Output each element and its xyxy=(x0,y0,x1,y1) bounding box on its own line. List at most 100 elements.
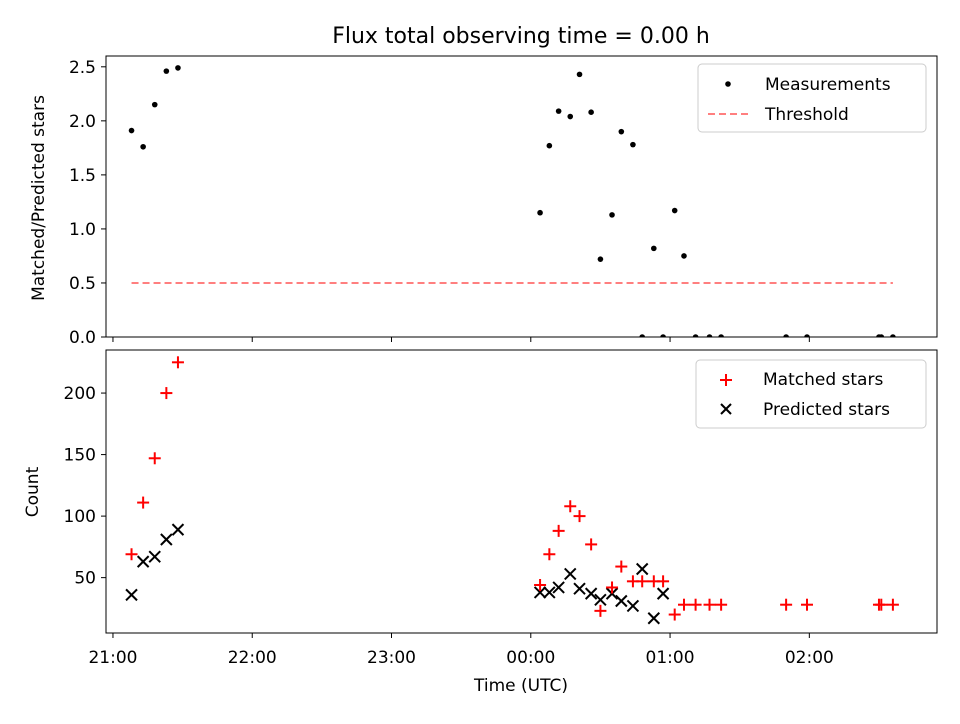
predicted-stars-point xyxy=(635,562,649,576)
matched-stars-point xyxy=(668,608,681,621)
legend-measurements-label: Measurements xyxy=(765,75,891,95)
measurement-point xyxy=(706,334,713,337)
matched-stars-point xyxy=(137,496,150,509)
measurement-point xyxy=(537,209,543,216)
predicted-stars-point xyxy=(171,523,185,536)
legend-matched-marker xyxy=(720,374,732,386)
predicted-stars-point xyxy=(160,533,173,546)
predicted-stars-point xyxy=(573,582,586,595)
measurement-point xyxy=(567,113,574,120)
measurement-point xyxy=(630,141,636,148)
predicted-stars-point xyxy=(552,581,565,594)
bottom-x-tick-label: 02:00 xyxy=(785,648,834,668)
measurement-point xyxy=(783,334,789,337)
measurement-point xyxy=(140,143,146,150)
top-legend: Measurements Threshold xyxy=(697,63,927,133)
measurement-point xyxy=(597,256,604,262)
measurement-point xyxy=(163,68,170,74)
matched-stars-point xyxy=(606,581,619,594)
predicted-stars-point xyxy=(125,588,138,602)
top-legend-box xyxy=(697,63,927,133)
top-y-tick-label: 2.0 xyxy=(69,112,96,132)
measurement-point xyxy=(718,334,724,337)
matched-stars-point xyxy=(703,598,716,611)
matched-stars-point xyxy=(564,500,577,513)
matched-stars-point xyxy=(636,575,649,588)
predicted-stars-point xyxy=(136,555,150,568)
measurement-point xyxy=(639,334,646,337)
bottom-x-tick-label: 00:00 xyxy=(506,648,555,668)
legend-matched-label: Matched stars xyxy=(763,370,883,390)
top-plot-frame xyxy=(105,55,938,338)
bottom-y-tick-label: 200 xyxy=(64,384,96,404)
top-plot-area xyxy=(128,65,896,337)
matched-stars-point xyxy=(148,452,161,465)
predicted-stars-point xyxy=(647,612,661,625)
matched-stars-point xyxy=(689,598,702,611)
predicted-stars-point xyxy=(605,587,619,600)
measurement-point xyxy=(546,142,553,149)
matched-stars-point xyxy=(573,510,586,523)
measurement-point xyxy=(175,65,181,71)
top-y-tick-label: 1.0 xyxy=(69,220,96,240)
predicted-stars-point xyxy=(594,593,607,606)
predicted-stars-point xyxy=(584,587,598,600)
bottom-y-tick-label: 100 xyxy=(64,507,96,527)
matched-stars-point xyxy=(585,538,598,551)
measurement-point xyxy=(151,101,158,108)
bottom-y-tick-label: 50 xyxy=(74,569,96,589)
top-y-tick-label: 2.5 xyxy=(69,58,96,78)
measurement-point xyxy=(609,212,615,218)
measurement-point xyxy=(671,207,678,214)
matched-stars-point xyxy=(171,356,184,369)
predicted-stars-point xyxy=(656,587,670,600)
measurement-point xyxy=(618,128,625,135)
predicted-stars-point xyxy=(669,632,680,633)
matched-stars-point xyxy=(552,524,565,537)
bottom-plot-area xyxy=(125,356,899,633)
matched-stars-point xyxy=(677,598,690,611)
predicted-stars-point xyxy=(615,594,628,608)
matched-stars-point xyxy=(125,548,138,561)
top-y-tick-label: 0.5 xyxy=(69,274,96,294)
matched-stars-point xyxy=(160,387,173,400)
bottom-legend: Matched stars Predicted stars xyxy=(695,359,927,429)
matched-stars-point xyxy=(657,575,670,588)
top-chart-title: Flux total observing time = 0.00 h xyxy=(332,24,710,49)
legend-predicted-label: Predicted stars xyxy=(763,400,890,420)
legend-predicted-marker xyxy=(720,403,732,415)
measurement-point xyxy=(576,71,583,78)
legend-measurements-marker xyxy=(725,81,731,87)
matched-stars-point xyxy=(780,598,793,611)
bottom-x-tick-label: 22:00 xyxy=(228,648,277,668)
top-y-tick-label: 1.5 xyxy=(69,166,96,186)
matched-stars-point xyxy=(534,579,547,592)
matched-stars-point xyxy=(715,598,728,611)
bottom-legend-box xyxy=(695,359,927,429)
top-y-tick-label: 0.0 xyxy=(69,328,96,348)
predicted-stars-point xyxy=(626,599,640,613)
bottom-x-tick-label: 23:00 xyxy=(367,648,416,668)
measurement-point xyxy=(878,334,885,337)
bottom-x-tick-label: 01:00 xyxy=(646,648,695,668)
measurement-point xyxy=(588,109,594,115)
predicted-stars-point xyxy=(533,586,547,599)
matched-stars-point xyxy=(615,560,628,573)
bottom-y-axis-label: Count xyxy=(23,466,43,517)
bottom-y-tick-label: 150 xyxy=(64,446,96,466)
bottom-x-axis-label: Time (UTC) xyxy=(473,676,568,696)
predicted-stars-point xyxy=(148,550,161,563)
matched-stars-point xyxy=(875,598,888,611)
measurement-point xyxy=(804,334,810,337)
predicted-stars-point xyxy=(543,586,556,599)
bottom-plot-frame xyxy=(105,349,938,634)
measurement-point xyxy=(692,334,699,337)
measurement-point xyxy=(128,127,135,134)
measurement-point xyxy=(651,245,657,252)
matched-stars-point xyxy=(543,548,556,561)
legend-threshold-label: Threshold xyxy=(764,105,849,125)
predicted-stars-point xyxy=(564,567,577,581)
matched-stars-point xyxy=(886,598,899,611)
